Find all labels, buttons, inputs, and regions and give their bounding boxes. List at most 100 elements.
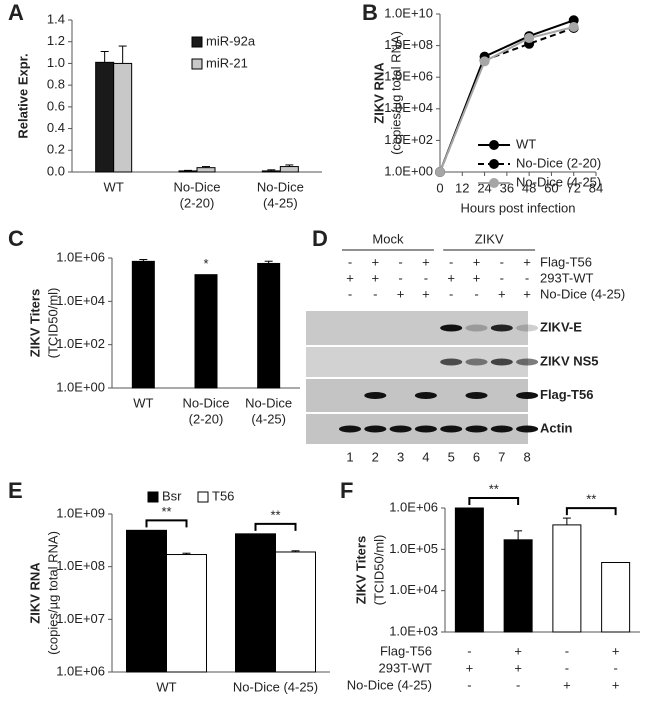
legend-label: WT	[516, 136, 536, 151]
condition-sign: +	[397, 286, 405, 301]
band-label: ZIKV NS5	[540, 353, 599, 368]
condition-sign: -	[348, 286, 352, 301]
band-label: ZIKV-E	[540, 319, 582, 334]
condition-sign: +	[473, 254, 481, 269]
significance-bracket	[565, 507, 617, 516]
y-tick-label: 1.0E+06	[56, 249, 105, 264]
blot-band	[490, 324, 513, 332]
y-axis-title: (copies/µg total RNA)	[388, 31, 403, 155]
condition-sign: -	[525, 270, 529, 285]
y-axis-title: (copies/µg total RNA)	[45, 531, 60, 655]
condition-sign: -	[373, 286, 377, 301]
bar	[113, 62, 133, 173]
blot-band	[364, 425, 387, 433]
y-tick-label: 1.0E+00	[56, 379, 105, 394]
condition-sign: +	[346, 270, 354, 285]
y-tick-label: 1.0E+04	[56, 293, 105, 308]
bar	[235, 533, 276, 673]
blot-band	[440, 425, 463, 433]
condition-sign: -	[449, 254, 453, 269]
y-tick-label: 0.8	[47, 77, 65, 92]
y-axis-title: ZIKV RNA	[27, 562, 42, 624]
y-tick-label: 0.4	[47, 120, 65, 135]
legend-label: miR-21	[206, 55, 248, 70]
band-label: Actin	[540, 420, 573, 435]
lane-number: 2	[372, 449, 379, 464]
condition-sign: +	[523, 254, 531, 269]
point	[568, 22, 579, 33]
condition-sign: +	[563, 677, 571, 692]
significance: **	[489, 481, 499, 496]
series-line	[439, 26, 574, 173]
condition-sign: -	[424, 270, 428, 285]
y-tick-label: 1.0E+04	[389, 582, 438, 597]
bar	[131, 260, 155, 389]
significance: *	[203, 256, 208, 271]
blot-band	[440, 324, 463, 332]
y-tick-label: 1.0E+10	[384, 5, 433, 20]
y-tick-label: 1.0E+02	[56, 336, 105, 351]
lane-number: 6	[473, 449, 480, 464]
point	[435, 167, 445, 177]
condition-sign: -	[398, 254, 402, 269]
condition-sign: -	[467, 643, 471, 658]
error-bar	[285, 164, 294, 167]
blot-band	[414, 425, 437, 433]
y-axis-title: ZIKV Titers	[27, 289, 42, 357]
significance-bracket	[468, 497, 520, 505]
legend-swatch	[147, 491, 159, 503]
condition-sign: +	[372, 254, 380, 269]
legend-swatch	[191, 58, 203, 70]
y-tick-label: 1.2	[47, 33, 65, 48]
y-tick-label: 1.0E+09	[56, 505, 105, 520]
legend-label: T56	[212, 488, 234, 503]
condition-sign: +	[612, 677, 620, 692]
y-tick-label: 1.0E+06	[389, 499, 438, 514]
bar	[95, 61, 115, 173]
lane-number: 8	[523, 449, 530, 464]
blot-band	[364, 392, 387, 399]
y-axis-title: ZIKV RNA	[371, 62, 386, 124]
bar	[454, 507, 484, 633]
blot-band	[465, 392, 488, 399]
significance: **	[270, 507, 280, 522]
y-tick-label: 1.0E+06	[56, 663, 105, 678]
condition-sign: -	[565, 643, 569, 658]
condition-label: No-Dice (4-25)	[347, 677, 432, 692]
condition-label: 293T-WT	[540, 270, 594, 285]
legend-marker	[489, 178, 499, 188]
condition-sign: -	[449, 286, 453, 301]
blot-band	[516, 425, 539, 433]
legend-label: No-Dice (4-25)	[516, 174, 601, 189]
blot-band	[465, 358, 488, 366]
y-axis-title: Relative Expr.	[15, 53, 30, 138]
x-tick-label: (2-20)	[189, 411, 224, 426]
band-label: Flag-T56	[540, 387, 593, 402]
x-tick-label: (2-20)	[180, 195, 215, 210]
condition-sign: +	[523, 286, 531, 301]
condition-sign: +	[514, 643, 522, 658]
y-axis-title: (TCID50/ml)	[371, 535, 386, 606]
y-tick-label: 0.0	[47, 163, 65, 178]
legend-swatch	[191, 36, 203, 48]
blot-band	[389, 425, 412, 433]
blot-band	[339, 425, 361, 433]
condition-sign: +	[514, 660, 522, 675]
condition-sign: +	[498, 286, 506, 301]
condition-sign: +	[466, 660, 474, 675]
y-tick-label: 1.0E+05	[389, 541, 438, 556]
x-tick-label: No-Dice	[245, 395, 292, 410]
error-bar	[139, 259, 148, 262]
legend-marker	[489, 140, 499, 150]
lane-number: 1	[346, 449, 353, 464]
condition-sign: -	[467, 677, 471, 692]
error-bar	[514, 530, 523, 540]
legend-swatch	[197, 491, 209, 503]
blot-band	[465, 425, 488, 433]
x-tick-label: 24	[477, 180, 491, 195]
x-tick-label: 84	[589, 180, 603, 195]
x-tick-label: No-Dice	[257, 179, 304, 194]
legend-label: No-Dice (2-20)	[516, 155, 601, 170]
x-tick-label: (4-25)	[251, 411, 286, 426]
